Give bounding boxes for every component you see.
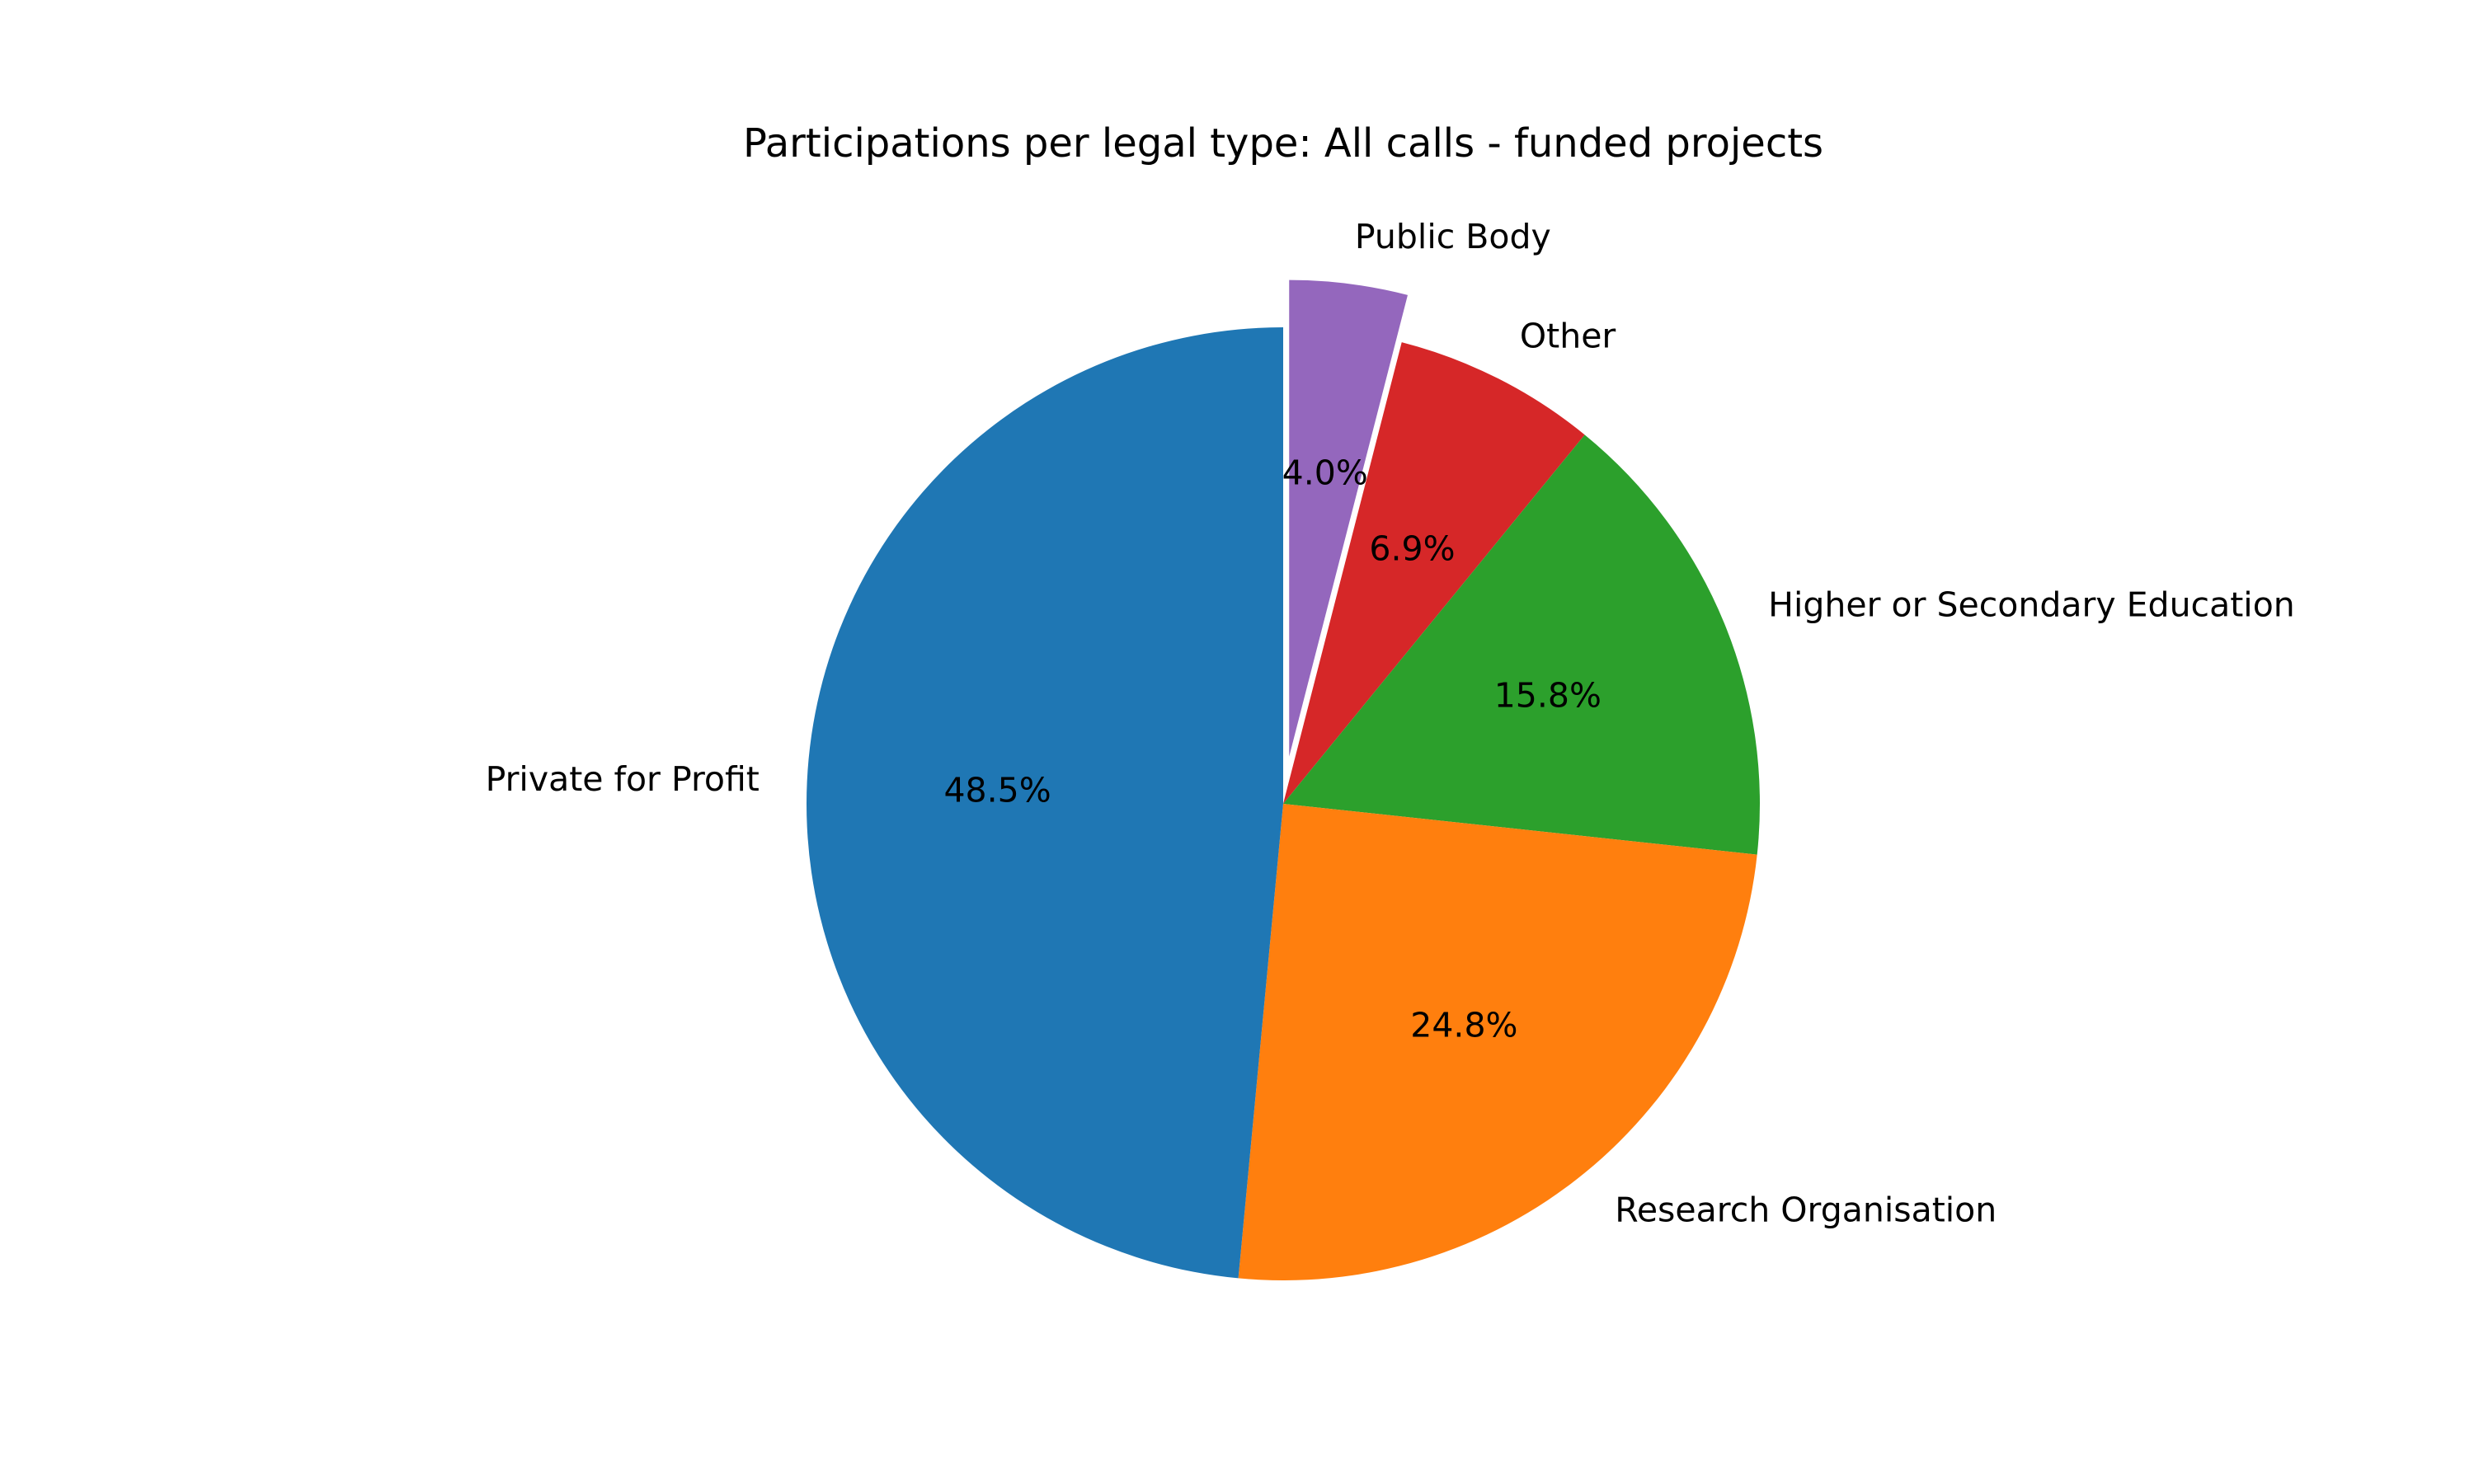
slice-label-public-body: Public Body bbox=[1355, 217, 1551, 256]
slice-label-higher-or-secondary-education: Higher or Secondary Education bbox=[1768, 585, 2295, 625]
slice-label-private-for-profit: Private for Profit bbox=[486, 759, 760, 799]
pie-labels: Public Body 4.0% Other 6.9% Higher or Second… bbox=[486, 217, 2295, 1230]
percent-label-private-for-profit: 48.5% bbox=[943, 771, 1051, 810]
pie-slice-public-body bbox=[1289, 279, 1408, 757]
pie-slice-research-organisation bbox=[1238, 804, 1757, 1281]
slice-label-other: Other bbox=[1520, 317, 1616, 356]
percent-label-other: 6.9% bbox=[1369, 529, 1455, 569]
percent-label-research-organisation: 24.8% bbox=[1410, 1006, 1517, 1045]
percent-label-higher-or-secondary-education: 15.8% bbox=[1494, 675, 1602, 715]
chart-title: Participations per legal type: All calls… bbox=[743, 120, 1823, 167]
pie-slices bbox=[806, 279, 1760, 1281]
pie-slice-private-for-profit bbox=[806, 327, 1283, 1279]
pie-slice-higher-or-secondary-education bbox=[1283, 434, 1760, 855]
pie-slice-other bbox=[1283, 342, 1585, 804]
percent-label-public-body: 4.0% bbox=[1282, 453, 1368, 493]
slice-label-research-organisation: Research Organisation bbox=[1615, 1190, 1997, 1229]
